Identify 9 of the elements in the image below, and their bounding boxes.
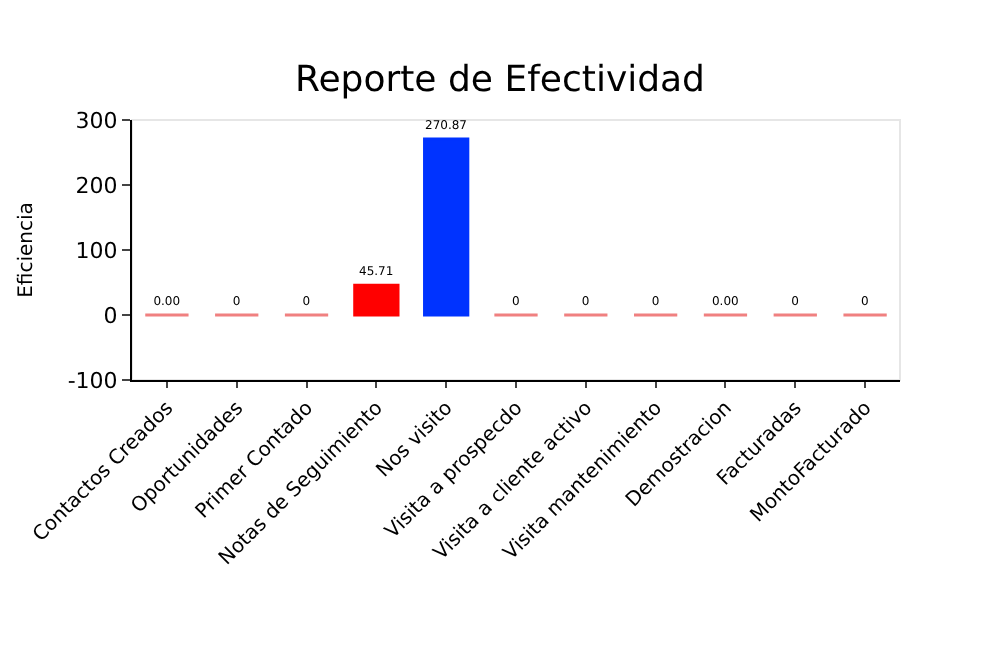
bar [353,283,400,317]
bar [423,137,470,317]
y-tick-label: -100 [67,367,118,394]
y-tick-label: 200 [75,172,118,199]
chart-title: Reporte de Efectividad [295,59,705,102]
y-axis-title: Eficiencia [15,202,38,298]
y-tick-label: 100 [75,237,118,264]
y-tick-label: 300 [75,107,118,134]
y-tick-label: 0 [103,302,118,329]
